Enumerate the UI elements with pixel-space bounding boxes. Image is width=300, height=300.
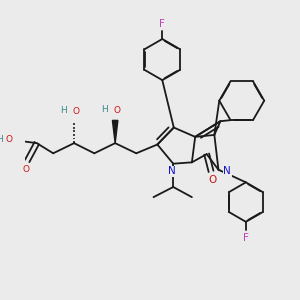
Text: O: O bbox=[73, 107, 80, 116]
Text: O: O bbox=[208, 175, 217, 184]
Text: O: O bbox=[5, 134, 12, 143]
Text: H: H bbox=[101, 106, 108, 115]
Text: F: F bbox=[243, 233, 249, 243]
Text: N: N bbox=[224, 166, 231, 176]
Text: O: O bbox=[22, 165, 29, 174]
Text: O: O bbox=[114, 106, 121, 115]
Polygon shape bbox=[112, 120, 118, 143]
Text: F: F bbox=[159, 19, 165, 29]
Text: H: H bbox=[60, 106, 67, 115]
Text: H: H bbox=[0, 134, 3, 143]
Text: N: N bbox=[168, 167, 176, 176]
